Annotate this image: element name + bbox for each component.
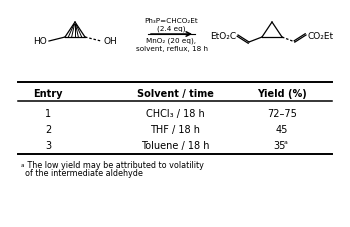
Text: CO₂Et: CO₂Et — [308, 31, 334, 40]
Text: of the intermediate aldehyde: of the intermediate aldehyde — [25, 169, 143, 178]
Text: EtO₂C: EtO₂C — [210, 31, 236, 40]
Text: 72–75: 72–75 — [267, 109, 297, 118]
Text: 35: 35 — [273, 140, 285, 150]
Text: CHCl₃ / 18 h: CHCl₃ / 18 h — [146, 109, 204, 118]
Text: Ph₃P=CHCO₂Et
(2.4 eq): Ph₃P=CHCO₂Et (2.4 eq) — [145, 18, 198, 32]
Text: The low yield may be attributed to volatility: The low yield may be attributed to volat… — [25, 160, 204, 169]
Text: THF / 18 h: THF / 18 h — [150, 124, 200, 134]
Text: 3: 3 — [45, 140, 51, 150]
Text: a: a — [284, 140, 288, 145]
Text: Entry: Entry — [33, 89, 63, 99]
Text: Yield (%): Yield (%) — [257, 89, 307, 99]
Text: HO: HO — [33, 37, 47, 46]
Text: MnO₂ (20 eq),
solvent, reflux, 18 h: MnO₂ (20 eq), solvent, reflux, 18 h — [135, 38, 208, 52]
Text: Toluene / 18 h: Toluene / 18 h — [141, 140, 209, 150]
Text: 2: 2 — [45, 124, 51, 134]
Text: Solvent / time: Solvent / time — [136, 89, 214, 99]
Text: 1: 1 — [45, 109, 51, 118]
Text: a: a — [21, 162, 25, 167]
Text: OH: OH — [103, 37, 117, 46]
Text: 45: 45 — [276, 124, 288, 134]
